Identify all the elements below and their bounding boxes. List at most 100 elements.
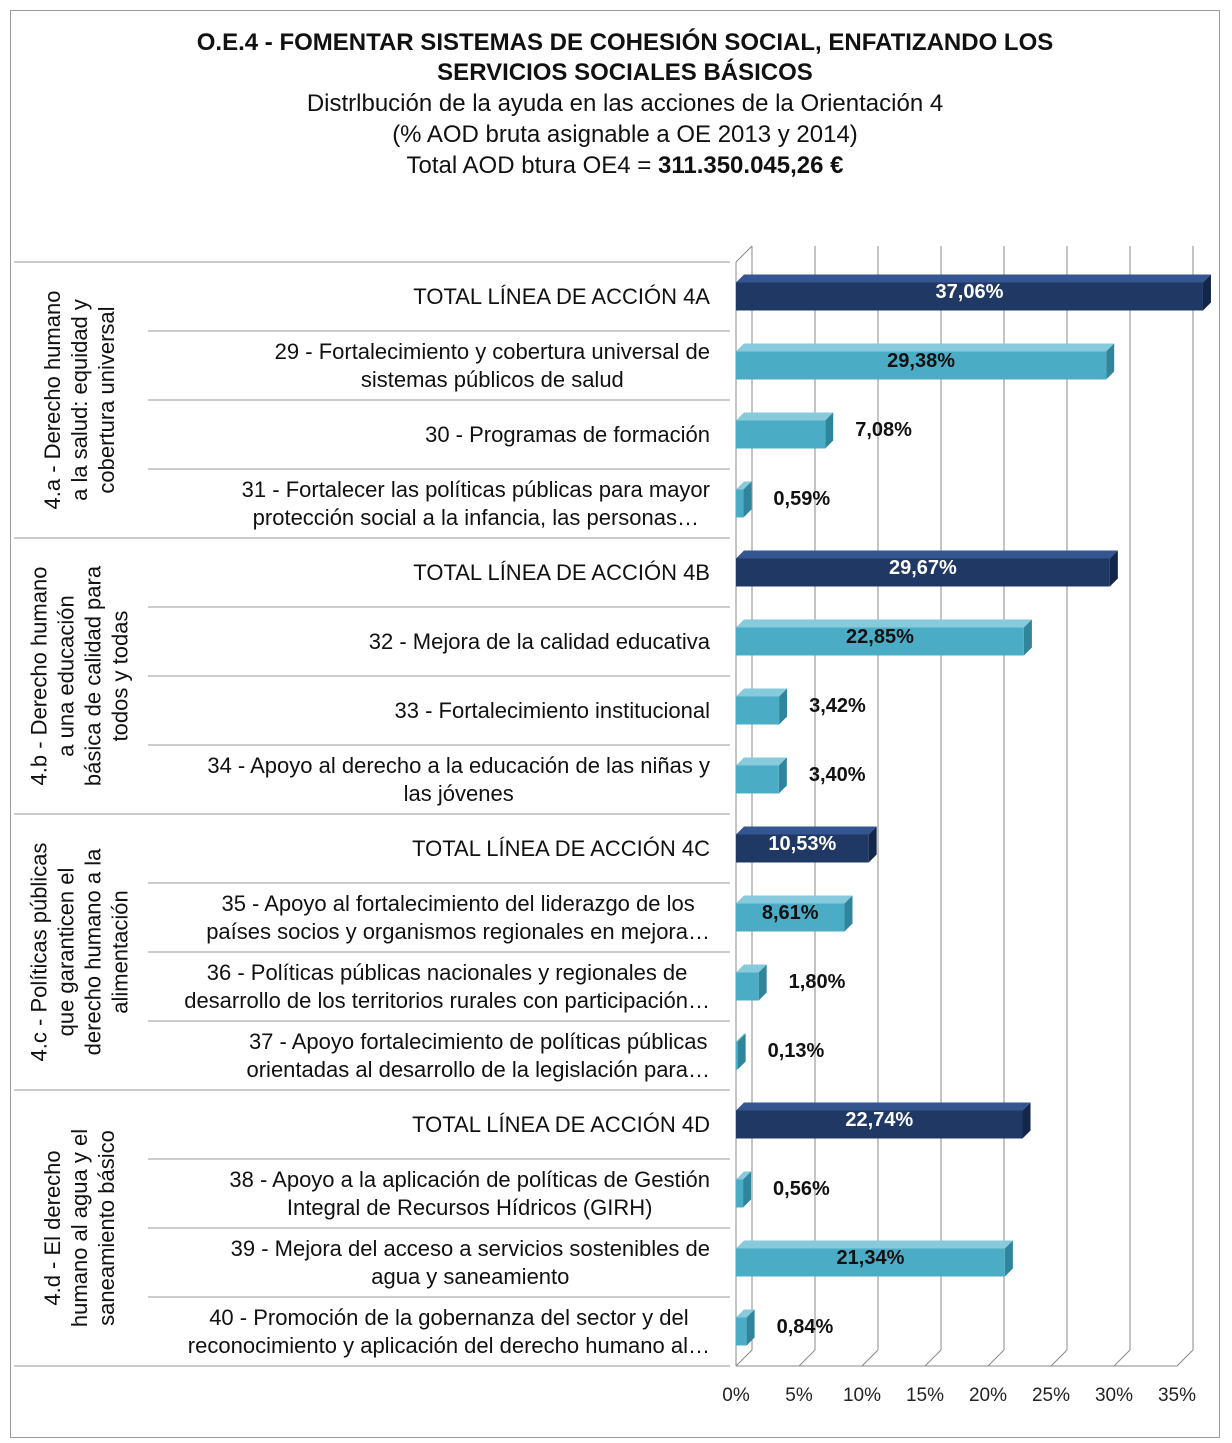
bar-top (736, 688, 788, 697)
bar-side (1109, 550, 1118, 587)
bar-side (844, 895, 853, 932)
bar (736, 627, 1024, 656)
bar-side (1023, 619, 1032, 656)
bar-top (736, 274, 1211, 283)
bar (736, 1248, 1005, 1277)
group-label: derecho humano a la (80, 848, 105, 1055)
bar-side (743, 481, 752, 518)
x-tick-label: 20% (969, 1385, 1007, 1406)
category-label: 40 - Promoción de la gobernanza del sect… (187, 1304, 710, 1358)
bar (736, 765, 779, 794)
category-label-box: 33 - Fortalecimiento institucional (148, 676, 710, 745)
x-tick-label: 35% (1158, 1385, 1196, 1406)
bar-side (1022, 1102, 1031, 1139)
bar-side (779, 688, 788, 725)
chart-title: SERVICIOS SOCIALES BÁSICOS (437, 59, 813, 86)
category-label: TOTAL LÍNEA DE ACCIÓN 4B (413, 559, 710, 585)
bar-side (743, 1171, 752, 1208)
bar (736, 834, 869, 863)
category-label-box: TOTAL LÍNEA DE ACCIÓN 4C (148, 814, 710, 883)
bar (736, 1041, 738, 1070)
value-label: 37,06% (936, 281, 1004, 303)
category-label: 37 - Apoyo fortalecimiento de políticas … (246, 1028, 711, 1082)
group-label: a la salud: equidad y (67, 299, 92, 501)
bar (736, 489, 744, 518)
grid-line (798, 1349, 816, 1367)
grid-line (987, 1349, 1005, 1367)
group-label: 4.b - Derecho humano (26, 567, 51, 786)
category-label-box: 31 - Fortalecer las políticas públicas p… (148, 469, 710, 538)
category-label: 35 - Apoyo al fortalecimiento del lidera… (206, 890, 710, 944)
group-label: humano al agua y el (67, 1129, 92, 1327)
chart-title: O.E.4 - FOMENTAR SISTEMAS DE COHESIÓN SO… (196, 29, 1054, 56)
category-label-box: 40 - Promoción de la gobernanza del sect… (148, 1297, 710, 1366)
bar-top (736, 1309, 755, 1318)
total-value: 311.350.045,26 € (657, 152, 844, 179)
category-label-box: 36 - Políticas públicas nacionales y reg… (148, 952, 710, 1021)
bar (736, 282, 1203, 311)
bar (736, 558, 1110, 587)
bar-top (736, 343, 1115, 352)
group-label: 4.a - Derecho humano (40, 291, 65, 510)
value-label: 8,61% (762, 902, 819, 924)
bar-side (825, 412, 834, 449)
category-label-box: 29 - Fortalecimiento y cobertura univers… (148, 331, 710, 400)
axis-line (735, 245, 753, 263)
bar-top (736, 481, 752, 490)
category-label: 36 - Políticas públicas nacionales y reg… (184, 959, 710, 1013)
bar-top (736, 412, 834, 421)
value-label: 3,40% (809, 764, 866, 786)
bar (736, 351, 1107, 380)
category-label-box: 35 - Apoyo al fortalecimiento del lidera… (148, 883, 710, 952)
value-label: 22,74% (845, 1109, 913, 1131)
bar-top (736, 619, 1032, 628)
category-label: 32 - Mejora de la calidad educativa (368, 628, 710, 654)
bar-top (736, 757, 787, 766)
category-label: 39 - Mejora del acceso a servicios soste… (230, 1235, 710, 1289)
category-label: 33 - Fortalecimiento institucional (394, 697, 710, 723)
bar (736, 420, 826, 449)
bar-top (736, 1033, 746, 1042)
bar-top (736, 964, 767, 973)
bar-top (736, 826, 877, 835)
bar (736, 1179, 744, 1208)
value-label: 0,56% (773, 1178, 830, 1200)
bar-side (1004, 1240, 1013, 1277)
bar (736, 1317, 747, 1346)
category-label-box: 32 - Mejora de la calidad educativa (148, 607, 710, 676)
category-label-box: 37 - Apoyo fortalecimiento de políticas … (148, 1021, 711, 1090)
group-label: a una educación (53, 595, 78, 756)
value-label: 22,85% (846, 626, 914, 648)
category-label: 34 - Apoyo al derecho a la educación de … (207, 752, 710, 806)
category-label: 31 - Fortalecer las políticas públicas p… (241, 476, 710, 530)
value-label: 7,08% (855, 419, 912, 441)
category-label: TOTAL LÍNEA DE ACCIÓN 4C (412, 835, 710, 861)
group-label: básica de calidad para (80, 565, 105, 786)
bar-side (746, 1309, 755, 1346)
total-line: Total AOD btura OE4 = 311.350.045,26 € (0, 151, 1232, 181)
bar-top (736, 1102, 1031, 1111)
grid-line (735, 1349, 753, 1367)
bar-side (868, 826, 877, 863)
value-label: 3,42% (809, 695, 866, 717)
bar-top (736, 1171, 752, 1180)
group-label: saneamiento básico (94, 1130, 119, 1326)
grid-line (1113, 1349, 1131, 1367)
value-label: 0,84% (777, 1316, 834, 1338)
group-label: alimentación (107, 890, 132, 1014)
group-label: todos y todas (107, 611, 132, 742)
value-label: 21,34% (837, 1247, 905, 1269)
bar-top (736, 895, 853, 904)
bar-side (1106, 343, 1115, 380)
bar (736, 1110, 1023, 1139)
category-label-box: TOTAL LÍNEA DE ACCIÓN 4B (148, 538, 710, 607)
category-label-box: TOTAL LÍNEA DE ACCIÓN 4A (148, 262, 710, 331)
bar-side (778, 757, 787, 794)
grid-line (861, 1349, 879, 1367)
group-label: cobertura universal (94, 306, 119, 493)
bar (736, 696, 780, 725)
grid-line (1176, 1349, 1194, 1367)
x-tick-label: 0% (722, 1385, 750, 1406)
